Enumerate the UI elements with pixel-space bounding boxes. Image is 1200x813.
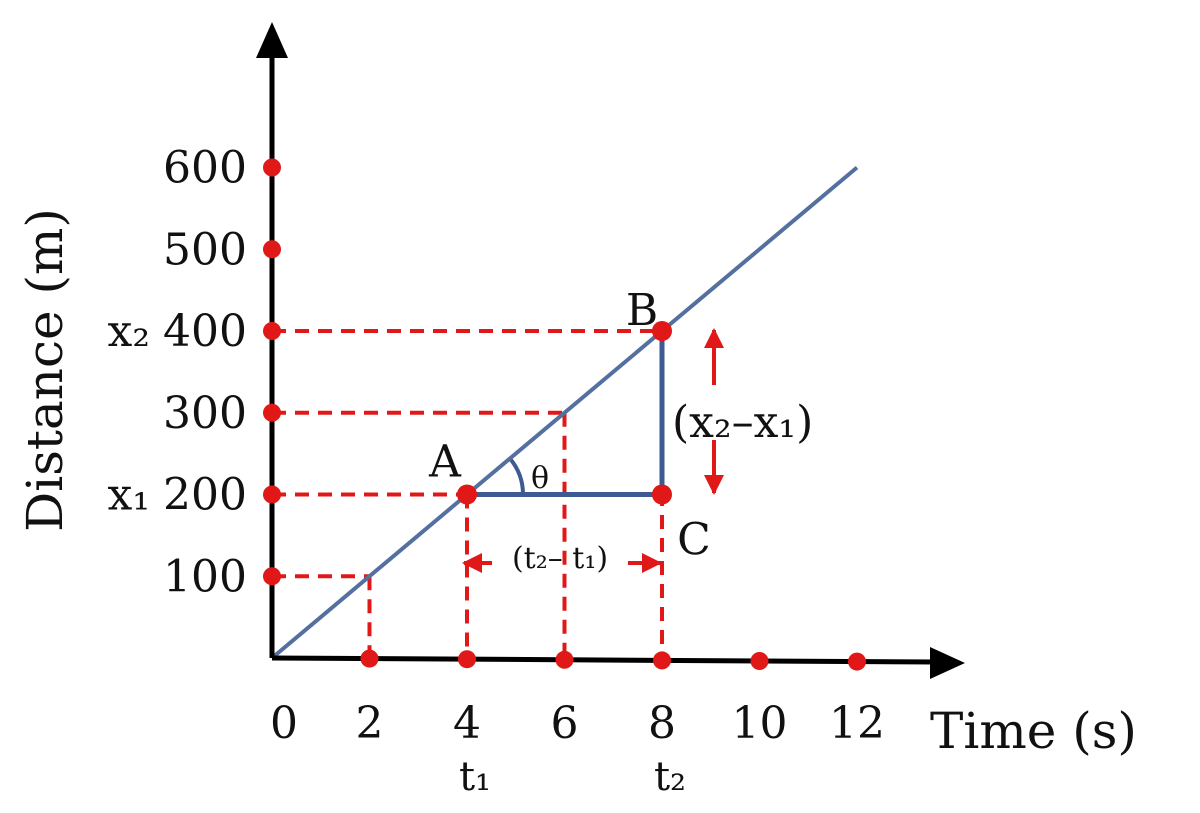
y-tick-label-100: 100 [163,551,247,602]
x-sublabel: t₂ [654,754,686,800]
x-tick-marker-2 [360,649,379,668]
x-tick-marker-10 [750,652,769,670]
x-tick-marker-6 [555,650,574,669]
y-tick-label-400: 400 [163,306,247,357]
x-tick-marker-8 [653,651,671,670]
y-tick-marker-100 [263,567,281,586]
x-tick-label-0: 0 [270,698,298,749]
x-tick-label-12: 12 [829,698,885,749]
y-tick-label-200: 200 [163,470,247,521]
axes [256,22,965,679]
markers [263,158,866,671]
x-tick-label-2: 2 [356,698,384,749]
point-label-C: C [677,515,711,566]
y-prefix-label: x₂ [108,306,150,357]
point-label-B: B [626,285,658,336]
x-tick-label-10: 10 [732,698,788,749]
slope-triangle [467,331,665,497]
y-tick-marker-500 [263,240,281,259]
y-tick-marker-200 [263,485,281,504]
x-axis-arrowhead [930,647,965,679]
x-sublabel: t₁ [459,754,491,800]
y-tick-label-300: 300 [163,388,247,439]
y-tick-label-600: 600 [163,143,247,194]
x-axis-title: Time (s) [930,702,1137,760]
delta-x-label: (x₂–x₁) [672,397,813,448]
x-tick-marker-12 [848,652,866,671]
point-marker-A [457,484,477,505]
labels: 100 200 300 400 500 600 x₁ x₂ 0 2 4 6 8 10 12 t₁ t₂ Time … [16,143,1137,801]
delta-t-label: (t₂– t₁) [512,541,608,576]
y-prefix-label: x₁ [108,470,150,521]
x-tick-label-8: 8 [648,698,676,749]
y-tick-marker-300 [263,403,281,422]
point-marker-B [652,321,672,341]
x-tick-label-6: 6 [551,698,579,749]
point-label-A: A [428,437,462,488]
y-axis-title: Distance (m) [16,208,74,532]
angle-arc [508,457,525,495]
y-tick-marker-400 [263,322,281,340]
y-axis-arrowhead [256,22,288,58]
x-tick-label-4: 4 [453,698,481,749]
y-tick-marker-600 [263,158,281,177]
y-tick-label-500: 500 [163,224,247,275]
series-line [270,165,859,660]
distance-time-line [270,165,859,660]
point-marker-C [652,484,672,505]
x-axis [271,655,936,665]
angle-label: θ [531,461,549,496]
x-tick-marker-4 [458,650,476,669]
